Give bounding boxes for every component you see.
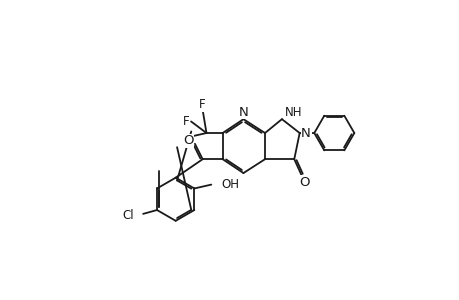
Text: F: F <box>180 133 187 146</box>
Text: Cl: Cl <box>122 209 134 222</box>
Text: O: O <box>298 176 309 189</box>
Text: F: F <box>199 98 206 111</box>
Text: NH: NH <box>285 106 302 119</box>
Text: F: F <box>182 115 189 128</box>
Text: OH: OH <box>221 178 239 191</box>
Text: O: O <box>182 134 193 147</box>
Text: N: N <box>301 127 310 140</box>
Text: N: N <box>238 106 248 119</box>
